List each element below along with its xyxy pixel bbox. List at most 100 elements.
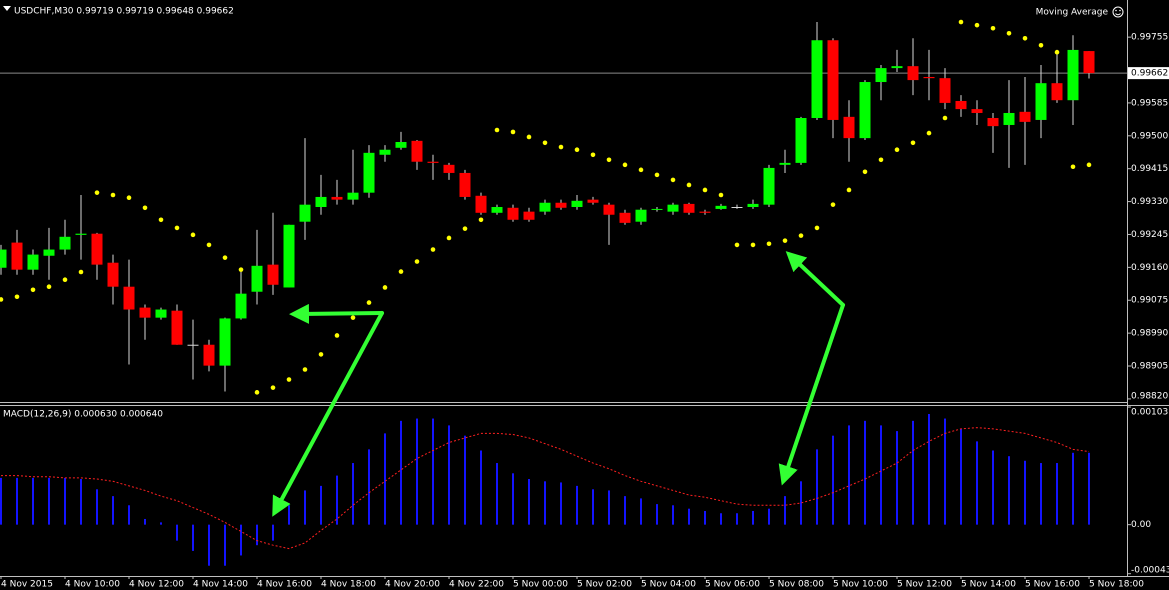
candle-body <box>651 208 663 210</box>
macd-bar <box>144 518 146 525</box>
macd-bar <box>720 513 722 525</box>
macd-bar <box>1008 456 1010 525</box>
macd-bar <box>608 490 610 525</box>
candle-body <box>331 196 343 200</box>
macd-bar <box>208 524 210 566</box>
candle-body <box>75 233 87 235</box>
x-tick-label: 4 Nov 16:00 <box>257 580 312 590</box>
signal-line <box>1 427 1090 550</box>
macd-bar <box>528 479 530 525</box>
sar-dot <box>830 202 836 207</box>
candle-body <box>379 149 391 155</box>
symbol-header: USDCHF,M30 0.99719 0.99719 0.99648 0.996… <box>14 7 234 17</box>
macd-bar <box>928 413 930 525</box>
candle-body <box>971 109 983 113</box>
y-tick-label: 0.98905 <box>1131 362 1168 372</box>
y-tick-label: 0.98820 <box>1131 392 1168 402</box>
sar-dot <box>350 315 356 320</box>
expert-smiley <box>1112 6 1124 18</box>
macd-bar <box>944 418 946 525</box>
candle-body <box>555 202 567 208</box>
annotation-arrows <box>272 251 845 517</box>
arrow <box>272 311 384 517</box>
macd-bar <box>768 508 770 525</box>
candle-body <box>811 40 823 119</box>
macd-bar <box>48 477 50 525</box>
sar-dot <box>654 172 660 178</box>
sar-dot <box>430 247 436 252</box>
candle-body <box>507 207 519 220</box>
candle-body <box>267 264 279 285</box>
sar-dot <box>238 267 244 272</box>
sar-dot <box>846 187 852 193</box>
candle-body <box>203 344 215 366</box>
macd-bar <box>448 425 450 525</box>
candle-body <box>443 164 455 173</box>
sar-dot <box>158 217 164 223</box>
sar-dot <box>702 187 708 193</box>
x-tick-label: 5 Nov 06:00 <box>705 580 760 590</box>
macd-bar <box>400 420 402 525</box>
y-tick-label: 0.99160 <box>1131 263 1168 273</box>
y-tick-label: 0.99245 <box>1131 230 1168 240</box>
sar-dot <box>14 294 20 300</box>
sar-dot <box>46 284 52 290</box>
x-tick-label: 4 Nov 12:00 <box>129 580 184 590</box>
sar-dot <box>302 367 308 372</box>
sar-dot <box>734 242 740 248</box>
candle-body <box>1003 112 1015 125</box>
sar-dot <box>222 255 228 260</box>
macd-bar <box>96 489 98 525</box>
macd-bar <box>544 481 546 525</box>
candle-body <box>59 236 71 250</box>
frame <box>0 0 1169 577</box>
macd-bar <box>384 433 386 525</box>
candle-body <box>603 204 615 215</box>
sar-dot <box>206 242 212 248</box>
macd-bar <box>592 489 594 525</box>
sar-dot <box>78 269 84 275</box>
macd-bar <box>0 477 2 525</box>
sar-dot <box>750 242 756 248</box>
candle-body <box>411 140 423 162</box>
arrow <box>289 303 384 324</box>
menu-triangle[interactable] <box>3 6 11 11</box>
macd-bar <box>1072 452 1074 525</box>
macd-bar <box>832 435 834 525</box>
candle-body <box>1067 49 1079 101</box>
candle-body <box>0 249 7 268</box>
y-tick-label: -0.00043 <box>1131 566 1169 576</box>
macd-header: MACD(12,26,9) 0.000630 0.000640 <box>3 410 163 420</box>
macd-bar <box>80 479 82 525</box>
sar-dot <box>414 259 420 264</box>
macd-bar <box>512 473 514 525</box>
macd-bar <box>240 524 242 556</box>
macd-bar <box>464 435 466 525</box>
macd-bar <box>672 505 674 525</box>
macd-bar <box>752 510 754 525</box>
candle-body <box>587 199 599 203</box>
macd-bar <box>32 477 34 525</box>
sar-dot <box>286 377 292 382</box>
sar-dot <box>270 385 276 390</box>
current-price-box <box>1128 67 1169 80</box>
candle-body <box>1083 51 1095 74</box>
sar-dot <box>1054 49 1060 55</box>
candle-body <box>907 66 919 81</box>
sar-dot <box>926 130 932 136</box>
x-tick-label: 4 Nov 2015 <box>1 580 53 590</box>
x-tick-label: 4 Nov 10:00 <box>65 580 120 590</box>
candle-body <box>939 78 951 103</box>
macd-bar <box>848 425 850 525</box>
sar-dot <box>782 238 788 243</box>
sar-dot <box>1022 36 1028 41</box>
sar-dot <box>798 233 804 238</box>
sar-dot <box>958 19 964 25</box>
y-tick-label: 0.001031 <box>1131 408 1169 418</box>
sar-dot <box>510 129 516 135</box>
macd-bar <box>304 490 306 525</box>
x-tick-label: 5 Nov 08:00 <box>769 580 824 590</box>
sar-dot <box>1070 164 1076 170</box>
